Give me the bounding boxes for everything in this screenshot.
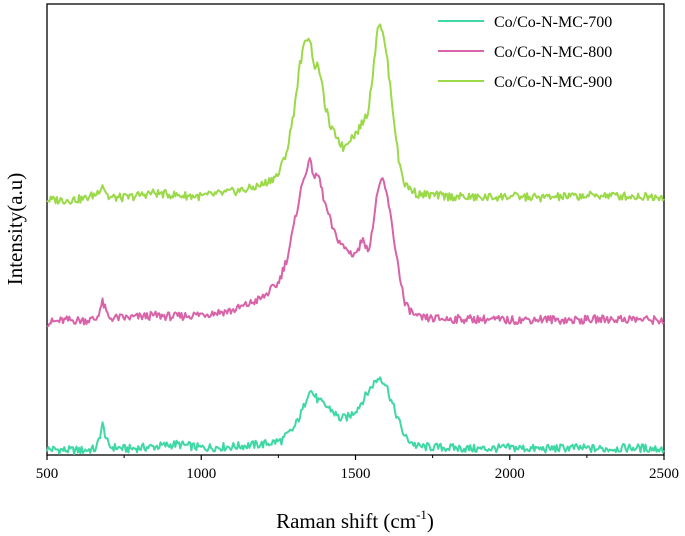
legend-label-2: Co/Co-N-MC-800 <box>494 44 612 61</box>
legend: Co/Co-N-MC-700 Co/Co-N-MC-800 Co/Co-N-MC-9… <box>438 14 612 91</box>
series-line-3 <box>46 23 665 205</box>
x-tick-label: 1000 <box>186 466 216 482</box>
legend-label-1: Co/Co-N-MC-700 <box>494 14 612 31</box>
x-tick-label: 2500 <box>649 466 679 482</box>
x-axis-ticks: 500 1000 1500 2000 2500 <box>36 455 679 482</box>
x-axis-title: Raman shift (cm-1) <box>276 507 434 533</box>
x-tick-label: 2000 <box>495 466 525 482</box>
x-axis-title-superscript: -1 <box>416 507 427 522</box>
series-line-2 <box>46 157 665 328</box>
legend-label-3: Co/Co-N-MC-900 <box>494 74 612 91</box>
series-line-1 <box>46 376 665 456</box>
x-tick-label: 500 <box>36 466 59 482</box>
plot-frame <box>46 3 665 456</box>
x-axis-title-end: ) <box>427 509 434 533</box>
series-layer <box>46 23 665 456</box>
x-tick-label: 1500 <box>341 466 371 482</box>
x-axis-title-text: Raman shift (cm <box>276 509 416 533</box>
y-axis-title: Intensity(a.u) <box>3 173 27 286</box>
